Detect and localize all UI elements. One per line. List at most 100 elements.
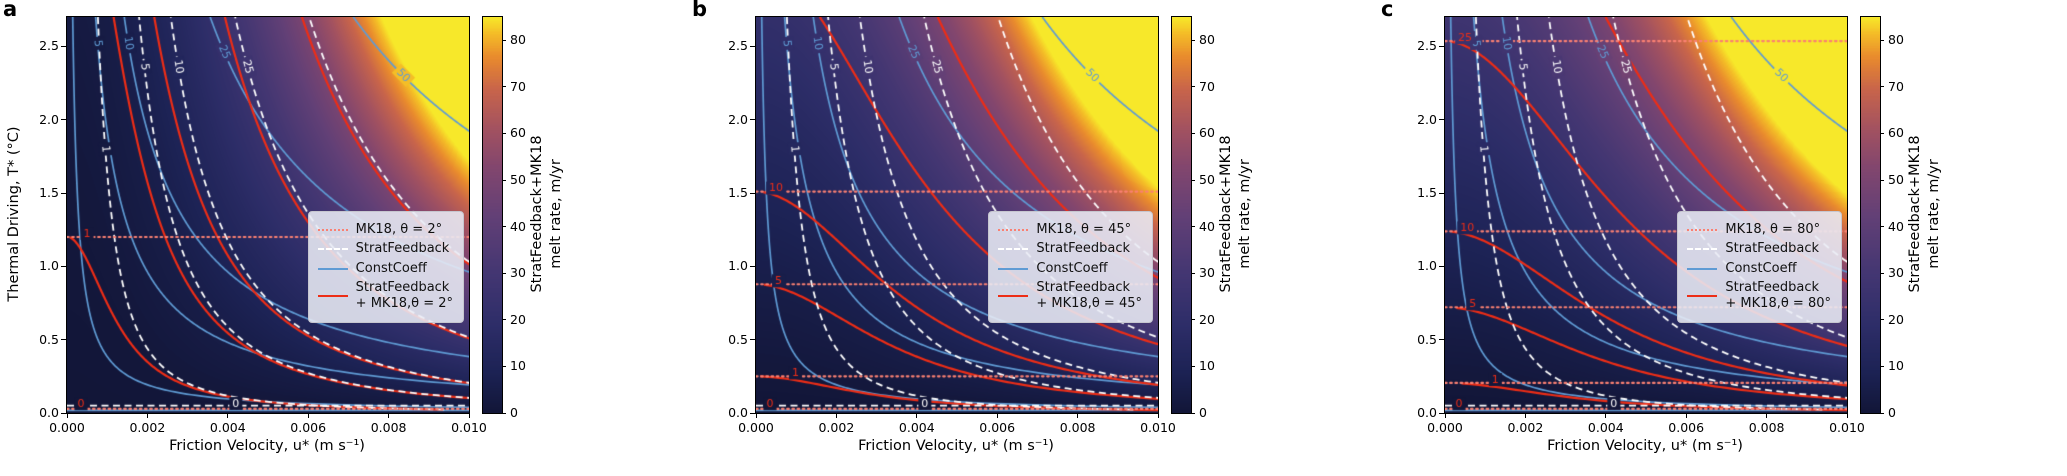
colorbar-tick-mark [1191, 132, 1195, 134]
colorbar-tick-label: 30 [1199, 265, 1215, 281]
colorbar-tick-mark [1191, 39, 1195, 41]
colorbar-tick-mark [1880, 412, 1884, 414]
y-tick-mark [61, 265, 66, 267]
x-tick-label: 0.008 [370, 420, 407, 435]
x-tick-mark [916, 413, 918, 418]
x-tick-mark [227, 413, 229, 418]
colorbar-tick-mark [502, 132, 506, 134]
colorbar-b [1171, 16, 1192, 414]
legend-combo-label: StratFeedback + MK18,θ = 80° [1725, 279, 1831, 311]
y-tick-mark [750, 192, 755, 194]
x-tick-label: 0.010 [451, 420, 487, 435]
x-tick-mark [307, 413, 309, 418]
y-tick-label: 1.0 [39, 258, 59, 274]
plot-area-a: MK18, θ = 2° StratFeedback ConstCoeff St… [66, 16, 470, 414]
y-tick-label: 2.5 [728, 38, 748, 54]
y-tick-label: 0.0 [728, 405, 748, 420]
colorbar-tick-label: 40 [1199, 218, 1215, 234]
colorbar-label-line1: StratFeedback+MK18 [529, 135, 546, 293]
colorbar-label-line1: StratFeedback+MK18 [1218, 135, 1235, 293]
colorbar-tick-mark [1880, 365, 1884, 367]
colorbar-tick-mark [1880, 132, 1884, 134]
legend-row-mk18: MK18, θ = 2° [317, 222, 453, 238]
legend-row-constcoeff: ConstCoeff [998, 261, 1142, 277]
colorbar-tick-mark [502, 86, 506, 88]
combo-solid-line-sample [317, 295, 348, 297]
y-tick-label: 2.0 [39, 111, 59, 127]
y-tick-mark [61, 192, 66, 194]
colorbar-label-b: StratFeedback+MK18 melt rate, m/yr [1217, 44, 1255, 384]
x-axis-label: Friction Velocity, u* (m s⁻¹) [1547, 438, 1743, 454]
colorbar-tick-mark [1880, 272, 1884, 274]
colorbar-label-line2: melt rate, m/yr [548, 159, 564, 269]
colorbar-tick-mark [1191, 86, 1195, 88]
colorbar-tick-label: 70 [1888, 78, 1904, 94]
colorbar-a [482, 16, 503, 414]
colorbar-tick-label: 50 [1888, 172, 1904, 188]
x-tick-label: 0.002 [818, 420, 855, 435]
y-tick-mark [1439, 265, 1444, 267]
colorbar-tick-label: 70 [1199, 78, 1215, 94]
colorbar-tick-mark [502, 39, 506, 41]
legend-row-stratfeedback: StratFeedback [317, 241, 453, 257]
x-tick-mark [1077, 413, 1079, 418]
colorbar-tick-mark [1880, 86, 1884, 88]
colorbar-tick-mark [1191, 179, 1195, 181]
colorbar-tick-mark [1191, 412, 1195, 414]
x-axis-label: Friction Velocity, u* (m s⁻¹) [858, 438, 1054, 454]
x-tick-mark [146, 413, 148, 418]
panel-a: a Thermal Driving, T* (°C) MK18, θ = 2° … [0, 0, 689, 476]
legend-mk18-label: MK18, θ = 80° [1725, 222, 1821, 237]
colorbar-tick-label: 40 [1888, 218, 1904, 234]
mk18-dotted-line-sample [1687, 229, 1718, 232]
colorbar-tick-mark [1880, 179, 1884, 181]
y-tick-label: 1.5 [728, 185, 748, 200]
x-tick-mark [1846, 413, 1848, 418]
x-tick-label: 0.004 [898, 420, 935, 435]
panel-b: b MK18, θ = 45° StratFeedback ConstCoeff [689, 0, 1378, 476]
colorbar-label-line2: melt rate, m/yr [1237, 159, 1253, 269]
colorbar-tick-mark [1191, 226, 1195, 228]
y-tick-mark [750, 339, 755, 341]
y-tick-label: 0.5 [728, 331, 748, 347]
legend-stratfeedback-label: StratFeedback [1036, 241, 1131, 257]
panel-letter-c: c [1381, 0, 1394, 21]
y-tick-mark [1439, 119, 1444, 121]
colorbar-tick-label: 60 [510, 125, 526, 141]
legend-combo-label: StratFeedback + MK18,θ = 2° [355, 279, 453, 311]
colorbar-tick-label: 10 [1888, 358, 1904, 374]
colorbar-tick-mark [1880, 39, 1884, 41]
x-tick-mark [1524, 413, 1526, 418]
colorbar-tick-label: 20 [510, 311, 526, 327]
x-tick-label: 0.006 [290, 420, 327, 435]
y-tick-label: 0.0 [39, 405, 59, 420]
colorbar-tick-mark [1191, 365, 1195, 367]
constcoeff-solid-line-sample [998, 267, 1029, 270]
legend-a: MK18, θ = 2° StratFeedback ConstCoeff St… [307, 211, 464, 324]
x-tick-mark [1766, 413, 1768, 418]
colorbar-tick-label: 50 [1199, 172, 1215, 188]
stratfeedback-dashed-line-sample [1687, 248, 1718, 251]
x-tick-label: 0.000 [49, 420, 85, 435]
legend-constcoeff-label: ConstCoeff [355, 260, 427, 276]
x-tick-mark [755, 413, 757, 418]
legend-row-stratfeedback: StratFeedback [998, 241, 1142, 257]
x-tick-label: 0.000 [738, 420, 774, 435]
legend-b: MK18, θ = 45° StratFeedback ConstCoeff S… [988, 211, 1153, 324]
colorbar-c [1860, 16, 1881, 414]
y-tick-label: 1.0 [1417, 258, 1437, 274]
colorbar-tick-label: 60 [1199, 125, 1215, 141]
colorbar-tick-mark [502, 226, 506, 228]
x-tick-label: 0.008 [1748, 420, 1785, 435]
legend-c: MK18, θ = 80° StratFeedback ConstCoeff S… [1677, 211, 1842, 324]
colorbar-tick-mark [1880, 226, 1884, 228]
legend-stratfeedback-label: StratFeedback [355, 241, 450, 257]
y-tick-label: 2.5 [1417, 38, 1437, 54]
panel-letter-b: b [692, 0, 708, 21]
legend-row-constcoeff: ConstCoeff [317, 260, 453, 277]
stratfeedback-dashed-line-sample [317, 248, 348, 251]
colorbar-tick-label: 80 [1199, 32, 1215, 48]
y-tick-mark [1439, 45, 1444, 47]
colorbar-label-c: StratFeedback+MK18 melt rate, m/yr [1906, 44, 1944, 384]
x-axis-label: Friction Velocity, u* (m s⁻¹) [169, 438, 365, 454]
